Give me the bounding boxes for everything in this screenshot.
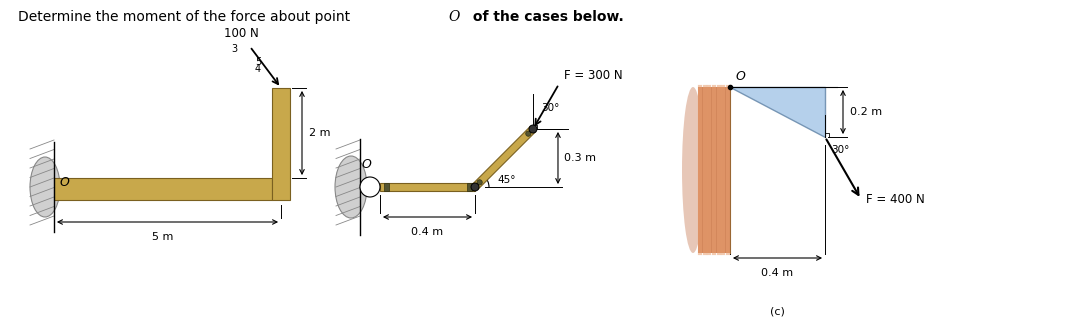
Circle shape xyxy=(529,125,537,133)
Text: 30°: 30° xyxy=(831,145,850,155)
Text: 3: 3 xyxy=(232,45,237,54)
Text: F = 300 N: F = 300 N xyxy=(564,69,623,82)
Text: 30°: 30° xyxy=(541,103,560,113)
Text: O: O xyxy=(735,70,745,83)
Bar xyxy=(380,183,475,191)
Text: 2 m: 2 m xyxy=(309,128,331,138)
Text: 0.4 m: 0.4 m xyxy=(411,227,444,237)
Ellipse shape xyxy=(682,87,703,253)
Text: 0.3 m: 0.3 m xyxy=(564,153,596,163)
Text: Determine the moment of the force about point: Determine the moment of the force about … xyxy=(18,10,354,24)
Text: 4: 4 xyxy=(255,64,261,74)
Text: (c): (c) xyxy=(770,307,785,317)
Text: of the cases below.: of the cases below. xyxy=(468,10,624,24)
Text: 0.2 m: 0.2 m xyxy=(850,107,882,117)
Text: F = 400 N: F = 400 N xyxy=(866,193,925,206)
Text: 45°: 45° xyxy=(497,175,516,185)
Bar xyxy=(698,87,730,253)
Text: 5 m: 5 m xyxy=(153,232,174,242)
Ellipse shape xyxy=(525,131,531,136)
Text: 0.4 m: 0.4 m xyxy=(761,268,794,278)
Text: O: O xyxy=(448,10,460,24)
Text: O: O xyxy=(362,158,372,171)
Ellipse shape xyxy=(335,156,367,218)
Bar xyxy=(383,183,389,191)
Bar xyxy=(54,178,272,200)
Polygon shape xyxy=(473,126,536,190)
Ellipse shape xyxy=(477,180,482,185)
Bar xyxy=(272,88,290,200)
Bar xyxy=(466,183,471,191)
Text: 100 N: 100 N xyxy=(224,27,259,40)
Ellipse shape xyxy=(30,157,60,217)
Circle shape xyxy=(471,183,479,191)
Polygon shape xyxy=(730,87,825,137)
Circle shape xyxy=(360,177,380,197)
Text: 5: 5 xyxy=(255,57,261,67)
Text: O: O xyxy=(59,176,69,189)
